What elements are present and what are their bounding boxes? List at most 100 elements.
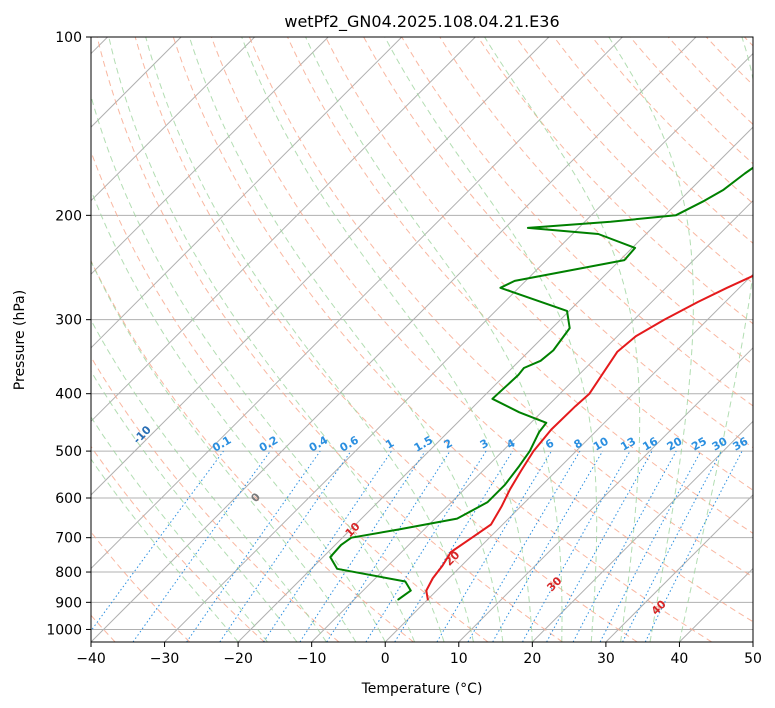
x-tick-label: 0 <box>381 651 390 667</box>
isotherm-line <box>311 199 753 642</box>
y-axis: 100 200 300 400 500 600 700 800 900 1000 <box>46 30 91 638</box>
temperature-profile-line <box>425 274 753 601</box>
x-axis: −40 −30 −20 −10 0 10 20 30 40 50 <box>76 642 762 667</box>
x-tick-label: −20 <box>223 651 253 667</box>
x-tick-label: −10 <box>297 651 327 667</box>
isotherm-line <box>91 37 550 496</box>
x-tick-label: −30 <box>150 651 180 667</box>
x-tick-label: −40 <box>76 651 106 667</box>
y-tick-label: 500 <box>55 444 82 460</box>
dry-adiabat-label: 40 <box>649 597 669 617</box>
moist-adiabat-line <box>188 37 504 642</box>
mixing-ratio-line <box>91 450 224 632</box>
y-tick-label: 400 <box>55 387 82 403</box>
y-tick-label: 1000 <box>46 622 82 638</box>
moist-adiabat-line <box>91 260 357 642</box>
x-tick-label: 30 <box>597 651 615 667</box>
mixing-ratio-line <box>365 450 487 642</box>
x-tick-label: 10 <box>450 651 468 667</box>
dry-adiabat-line <box>553 37 753 244</box>
dewpoint-profile-line <box>329 166 753 601</box>
moist-adiabat-line <box>91 319 327 642</box>
mixing-ratio-line <box>263 450 392 642</box>
dry-adiabat-line <box>210 37 753 623</box>
dry-adiabat-line <box>91 259 414 642</box>
dry-adiabat-line <box>134 37 638 642</box>
isotherm-line <box>91 37 476 423</box>
isotherm-line <box>458 347 753 642</box>
isotherm-line <box>531 420 753 642</box>
moist-adiabat-line <box>91 94 416 642</box>
moist-adiabat-line <box>384 37 598 642</box>
x-tick-label: 20 <box>523 651 541 667</box>
mixing-ratio-line <box>546 450 653 642</box>
mixing-ratio-label: 2 <box>442 437 455 452</box>
x-tick-label: 50 <box>744 651 762 667</box>
moist-adiabat-line <box>608 37 694 642</box>
y-tick-label: 100 <box>55 30 82 46</box>
dry-adiabat-line <box>91 356 340 642</box>
plot-frame <box>90 36 754 643</box>
mixing-ratio-line <box>219 450 352 642</box>
y-tick-label: 300 <box>55 313 82 329</box>
dry-adiabat-line <box>744 37 753 47</box>
mixing-ratio-line <box>394 450 514 642</box>
background-lines <box>91 37 753 642</box>
mixing-ratio-line <box>132 450 271 642</box>
moist-adiabat-line <box>91 458 239 642</box>
moist-adiabat-line <box>108 37 445 642</box>
moist-adiabat-line <box>678 37 753 642</box>
dry-adiabat-label: -30 <box>0 361 2 384</box>
isotherm-line <box>91 37 329 275</box>
isotherm-line <box>91 37 697 642</box>
dry-adiabat-line <box>91 150 489 642</box>
isotherm-line <box>91 37 403 349</box>
y-tick-label: 700 <box>55 531 82 547</box>
dry-adiabat-label: -10 <box>131 423 154 446</box>
isotherm-line <box>91 37 256 202</box>
mixing-ratio-line <box>186 450 321 642</box>
dry-adiabat-line <box>91 445 265 642</box>
y-axis-label: Pressure (hPa) <box>12 290 28 390</box>
dry-adiabat-line <box>667 37 753 126</box>
isotherm-line <box>237 126 753 642</box>
x-tick-label: 40 <box>671 651 689 667</box>
dry-adiabat-line <box>91 531 191 642</box>
moist-adiabat-line <box>145 37 474 642</box>
isotherm-line <box>752 641 753 642</box>
isotherm-line <box>384 273 753 642</box>
isotherm-line <box>679 567 753 642</box>
y-tick-label: 900 <box>55 595 82 611</box>
y-tick-label: 200 <box>55 208 82 224</box>
dry-adiabat-line <box>705 37 753 86</box>
y-tick-label: 800 <box>55 565 82 581</box>
dry-adiabat-line <box>248 37 753 578</box>
isotherm-line <box>605 494 753 642</box>
dry-adiabat-line <box>363 37 753 449</box>
dry-adiabat-line <box>172 37 713 642</box>
mixing-ratio-label: 6 <box>543 436 556 451</box>
isotherm-line <box>164 52 753 642</box>
moist-adiabat-line <box>484 37 641 642</box>
moist-adiabat-line <box>91 416 268 642</box>
moist-adiabat-line <box>91 370 298 642</box>
mixing-ratio-line <box>467 450 581 642</box>
moist-adiabat-line <box>91 188 386 642</box>
dry-adiabat-line <box>629 37 753 165</box>
dry-adiabat-line <box>515 37 753 284</box>
mixing-ratio-line <box>299 450 426 642</box>
mixing-ratio-line <box>572 450 677 642</box>
mixing-ratio-line <box>599 450 702 642</box>
moist-adiabat-line <box>305 37 563 642</box>
y-tick-label: 600 <box>55 491 82 507</box>
mixing-ratio-line <box>326 450 451 642</box>
mixing-ratio-line <box>522 450 631 642</box>
series-layer <box>329 166 753 601</box>
mixing-ratio-label: 4 <box>504 436 517 451</box>
dry-adiabat-line <box>477 37 753 325</box>
isotherm-line <box>91 37 623 570</box>
background-labels: 0.10.20.40.611.52346810131620253036-100-… <box>0 361 751 618</box>
x-axis-label: Temperature (°C) <box>361 681 483 697</box>
chart-title: wetPf2_GN04.2025.108.04.21.E36 <box>284 12 559 32</box>
